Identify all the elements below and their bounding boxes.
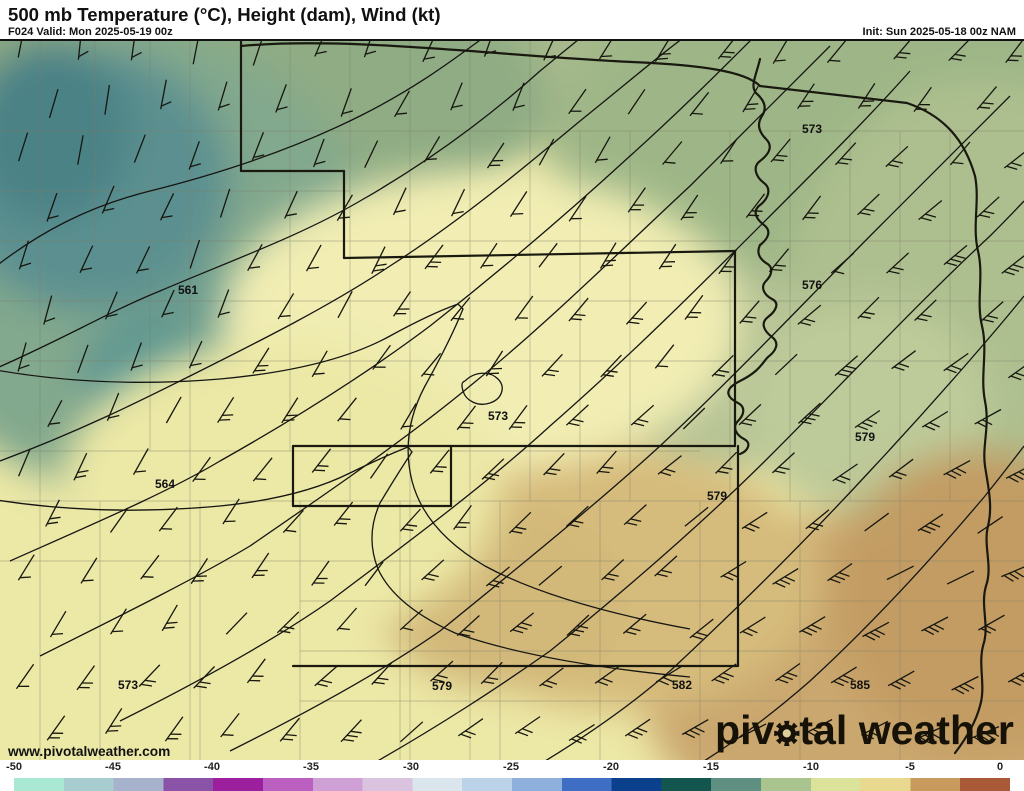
svg-text:piv: piv bbox=[715, 707, 774, 753]
svg-text:tal weather: tal weather bbox=[799, 707, 1013, 753]
